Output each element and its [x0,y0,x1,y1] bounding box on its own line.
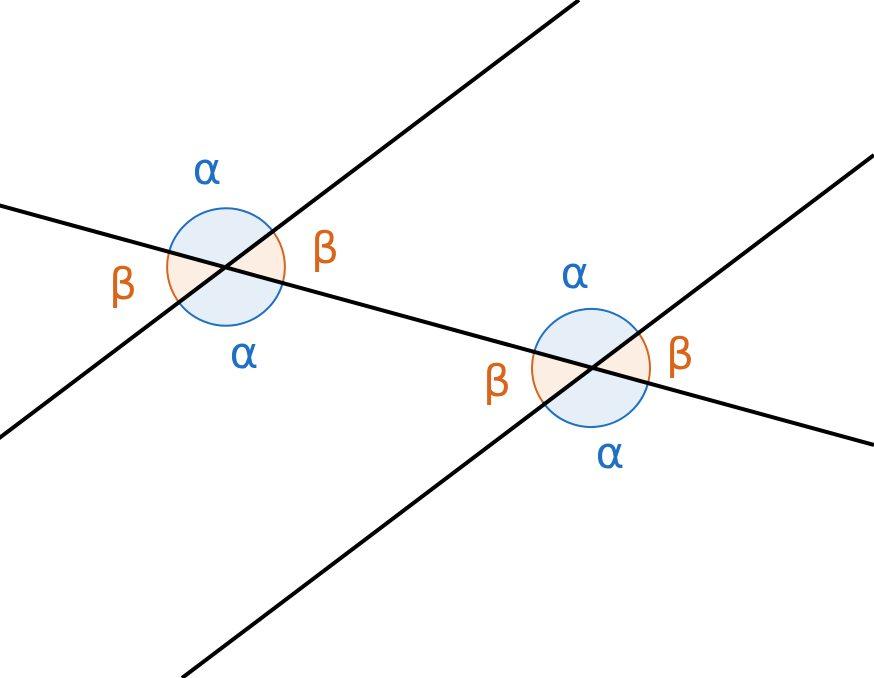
intersection-1-beta-label-left: β [109,259,137,310]
intersection-2-alpha-arc-top [532,307,641,355]
intersection-1-alpha-label-bottom: α [229,328,258,379]
intersection-2-alpha-sector-bottom [542,368,649,428]
transversal-line [0,203,874,447]
intersection-2-alpha-sector-top [533,308,640,368]
intersection-1-beta-label-right: β [311,223,339,274]
intersection-1-beta-arc-left [166,253,179,301]
intersection-2-beta-label-right: β [666,329,694,380]
intersection-1-alpha-label-top: α [192,144,221,195]
intersection-1-angle-marks [166,207,286,327]
parallel-line-1 [0,0,581,440]
intersection-2-beta-arc-right [638,333,651,382]
intersection-1-beta-sector-right [226,233,285,281]
intersection-2-beta-arc-left [531,354,544,403]
intersection-1-alpha-arc-bottom [176,280,285,327]
angle-labels: α β β α α β β α [109,144,694,479]
intersection-1-alpha-sector-bottom [177,267,284,326]
parallel-line-2 [180,153,874,678]
intersection-2-beta-sector-left [531,354,591,402]
intersection-2-beta-label-left: β [483,356,511,407]
intersection-2-alpha-label-top: α [560,248,589,299]
intersection-1-alpha-arc-top [167,207,276,254]
intersection-2-alpha-label-bottom: α [595,428,624,479]
intersection-2-alpha-arc-bottom [541,381,650,429]
intersection-1-alpha-sector-top [168,208,275,267]
intersection-1-beta-arc-right [273,233,286,281]
